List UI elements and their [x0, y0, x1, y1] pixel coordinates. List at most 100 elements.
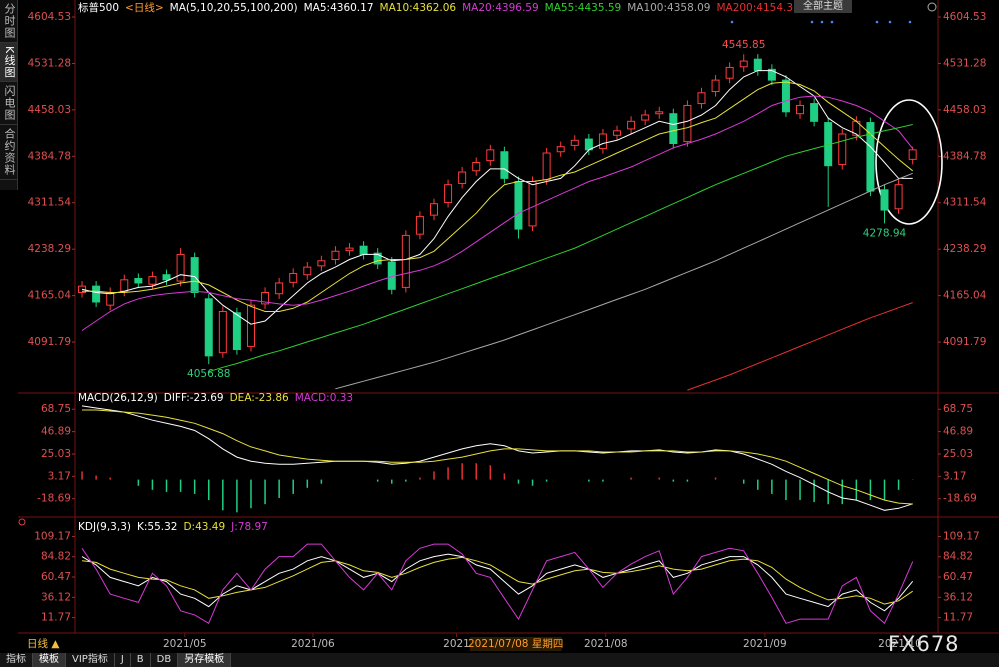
price-annotation: 4278.94 [863, 227, 907, 239]
y-tick-label: 60.47 [943, 571, 973, 583]
candle-body [796, 104, 805, 115]
header-label: DIFF:-23.69 [164, 392, 224, 404]
y-tick-label: 36.12 [943, 591, 973, 603]
candle-body [429, 203, 438, 216]
candle-body [261, 291, 270, 305]
candle-body [92, 285, 101, 303]
y-tick-label: 25.03 [943, 448, 973, 460]
header-label: K:55.32 [137, 521, 177, 533]
y-tick-label: 25.03 [41, 448, 71, 460]
y-tick-label: 4531.28 [943, 57, 986, 69]
cursor-label: 2021/07/08 星期四 [468, 638, 563, 650]
candle-body [542, 152, 551, 181]
candle-body [711, 79, 720, 93]
header-label: D:43.49 [183, 521, 225, 533]
candle-body [373, 252, 382, 265]
candle-body [627, 120, 636, 130]
y-tick-label: 68.75 [41, 403, 71, 415]
candle-body [739, 60, 748, 68]
y-tick-label: 4458.03 [28, 104, 71, 116]
y-tick-label: 4384.78 [943, 150, 986, 162]
header-label: 标普500 [78, 1, 119, 14]
price-annotation: 4545.85 [722, 39, 765, 51]
series-line [81, 543, 914, 625]
y-tick-label: -18.69 [37, 493, 71, 505]
candle-body [303, 266, 312, 276]
candle-body [598, 133, 607, 150]
sidebar-tab[interactable]: 闪电图 [0, 82, 17, 126]
x-tick-label: 2021/08 [584, 638, 628, 650]
header-label: KDJ(9,3,3) [78, 521, 131, 533]
candle-body [345, 247, 354, 252]
header-label: MA55:4435.59 [545, 2, 622, 14]
header-label: MA5:4360.17 [304, 2, 374, 14]
candle-body [134, 278, 143, 284]
y-tick-label: 4384.78 [28, 150, 71, 162]
candle-body [725, 66, 734, 79]
candle-body [753, 58, 762, 72]
candle-body [781, 79, 790, 113]
sidebar-tab[interactable]: K线图 [0, 43, 17, 83]
y-tick-label: 11.77 [943, 612, 973, 624]
settings-icon[interactable] [927, 2, 937, 12]
candle-body [880, 189, 889, 211]
series-line [208, 124, 913, 373]
bottom-tab[interactable]: B [131, 653, 151, 667]
bottom-tab[interactable]: 指标 [0, 653, 33, 667]
bottom-tab[interactable]: DB [151, 653, 179, 667]
bottom-tab[interactable]: VIP指标 [66, 653, 115, 667]
y-tick-label: 4091.79 [943, 336, 986, 348]
candle-body [176, 253, 185, 282]
x-tick-label: 2021/09 [743, 638, 787, 650]
series-line [81, 553, 914, 612]
y-tick-label: -18.69 [943, 493, 977, 505]
candle-body [908, 149, 917, 160]
candle-body [556, 146, 565, 153]
y-tick-label: 109.17 [943, 530, 980, 542]
cursor-label-box [469, 637, 562, 651]
sidebar-tab[interactable]: 分时图 [0, 0, 17, 43]
candle-body [317, 260, 326, 267]
kdj-icon [18, 518, 26, 526]
series-line [81, 70, 913, 325]
y-tick-label: 3.17 [48, 470, 71, 482]
theme-button[interactable]: 全部主题 [794, 0, 852, 13]
sidebar-tab[interactable]: 合约资料 [0, 125, 17, 181]
candle-body [218, 310, 227, 354]
candle-body [190, 257, 199, 293]
candle-body [528, 181, 537, 227]
y-tick-label: 4165.04 [28, 290, 72, 302]
bottom-tab[interactable]: J [115, 653, 131, 667]
header-label: MACD(26,12,9) [78, 392, 158, 404]
bottom-tab[interactable]: 另存模板 [178, 653, 232, 667]
y-tick-label: 4165.04 [943, 290, 987, 302]
candle-body [486, 149, 495, 162]
frame [18, 0, 999, 634]
y-tick-label: 68.75 [943, 403, 973, 415]
y-tick-label: 4091.79 [28, 336, 71, 348]
period-button[interactable]: 日线 ▲ [27, 637, 60, 650]
highlight-ellipse [875, 99, 943, 225]
header-label: MA200:4154.33 [716, 2, 799, 14]
candle-body [458, 171, 467, 184]
candle-body [810, 103, 819, 122]
y-tick-label: 84.82 [943, 551, 973, 563]
y-tick-label: 84.82 [41, 551, 71, 563]
y-tick-label: 4311.54 [943, 197, 987, 209]
header-label: <日线> [125, 1, 164, 14]
candle-body [275, 282, 284, 295]
candle-body [415, 215, 424, 235]
y-tick-label: 3.17 [943, 470, 966, 482]
header-label: MA10:4362.06 [380, 2, 457, 14]
bottom-tab[interactable]: 模板 [33, 653, 66, 667]
candle-body [697, 92, 706, 105]
candle-body [444, 184, 453, 203]
candle-body [655, 111, 664, 115]
candle-body [246, 304, 255, 347]
x-tick-label: 2021/10 [878, 638, 922, 650]
candle-body [641, 114, 650, 121]
series-line [82, 81, 914, 312]
header-label: J:78.97 [230, 521, 268, 533]
y-tick-label: 4238.29 [943, 243, 986, 255]
candle-body [148, 276, 157, 285]
